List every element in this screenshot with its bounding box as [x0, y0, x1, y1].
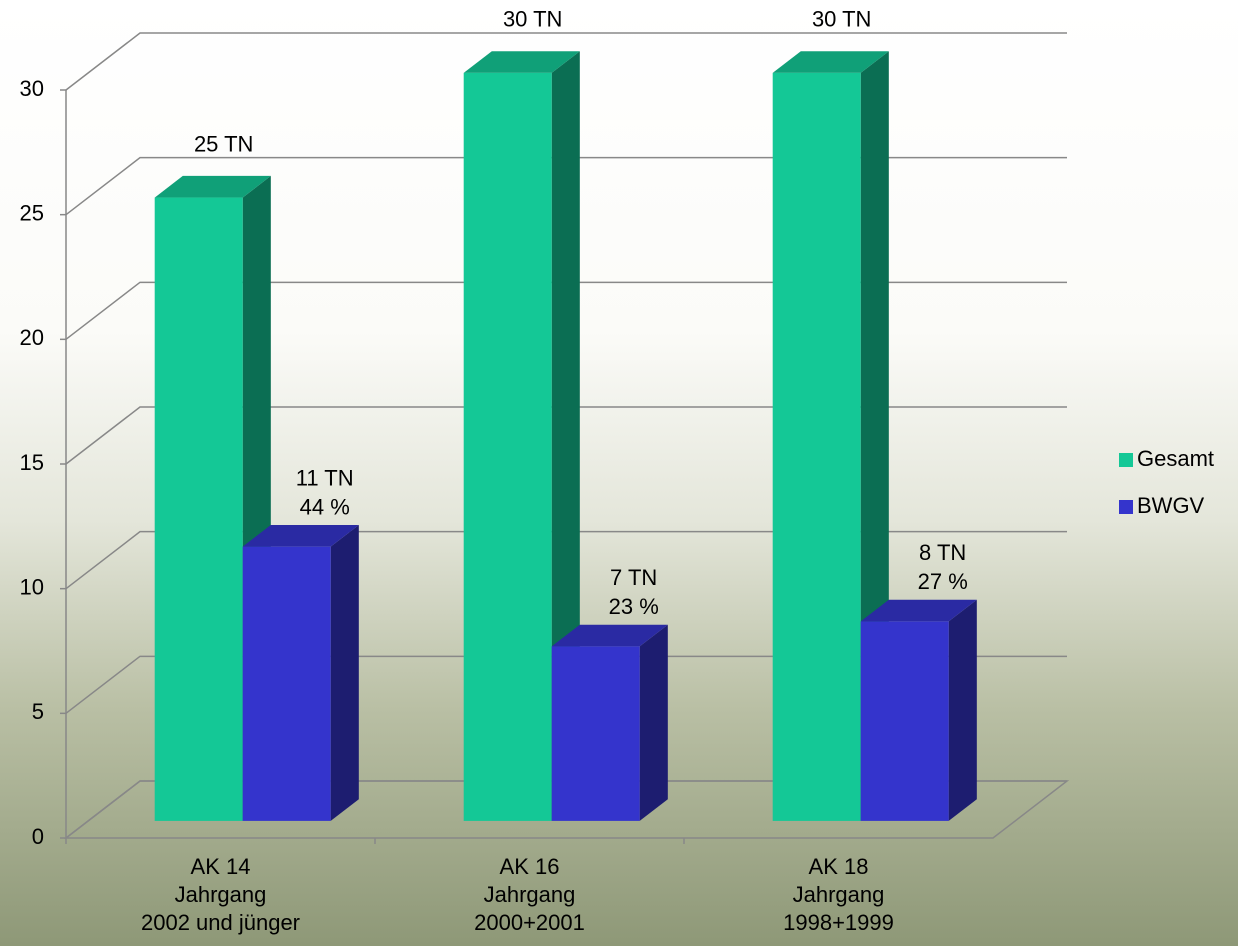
- grid-line: [65, 281, 1067, 340]
- x-tick-label: Jahrgang: [793, 882, 885, 907]
- x-tick-label: AK 18: [809, 854, 869, 879]
- grid-line: [65, 655, 1067, 714]
- bar-front: [772, 72, 861, 821]
- x-tick-label: AK 16: [500, 854, 560, 879]
- legend-swatch: [1119, 500, 1133, 514]
- legend-swatch: [1119, 453, 1133, 467]
- legend-label: Gesamt: [1137, 446, 1214, 471]
- value-label: 8 TN: [919, 540, 966, 565]
- value-label: 30 TN: [812, 7, 872, 32]
- y-tick-label: 0: [32, 824, 44, 849]
- bar-front: [463, 72, 552, 821]
- value-label: 7 TN: [610, 565, 657, 590]
- bar-front: [551, 646, 640, 821]
- percent-label: 44 %: [300, 494, 350, 519]
- y-tick-label: 15: [20, 450, 44, 475]
- legend-label: BWGV: [1137, 493, 1205, 518]
- bar-top: [860, 599, 977, 622]
- bar: [860, 599, 977, 821]
- bar-side: [948, 599, 977, 821]
- x-tick-label: AK 14: [191, 854, 251, 879]
- y-tick-label: 10: [20, 574, 44, 599]
- x-tick-label: 1998+1999: [783, 910, 894, 935]
- bar-side: [639, 624, 668, 821]
- percent-label: 27 %: [918, 569, 968, 594]
- y-tick-label: 20: [20, 325, 44, 350]
- bar: [463, 51, 580, 821]
- bar-front: [860, 621, 949, 821]
- bar-side: [330, 524, 359, 821]
- grid-line: [65, 780, 1067, 839]
- bar-top: [154, 175, 271, 198]
- bar-top: [463, 51, 580, 73]
- grid-line: [65, 32, 1067, 91]
- x-tick-label: 2000+2001: [474, 910, 585, 935]
- bar-front: [154, 197, 243, 821]
- bar: [242, 524, 359, 821]
- bar-top: [772, 51, 889, 73]
- percent-label: 23 %: [609, 594, 659, 619]
- y-tick-label: 5: [32, 699, 44, 724]
- bar-front: [242, 546, 331, 821]
- x-tick-label: Jahrgang: [175, 882, 267, 907]
- bar: [551, 624, 668, 821]
- value-label: 30 TN: [503, 7, 563, 32]
- x-tick-label: 2002 und jünger: [141, 910, 300, 935]
- grid-line: [65, 530, 1067, 590]
- value-label: 25 TN: [194, 131, 254, 156]
- value-label: 11 TN: [296, 465, 354, 490]
- y-tick-label: 25: [20, 200, 44, 225]
- bar-side: [551, 51, 580, 821]
- bar-top: [242, 524, 359, 547]
- grid-line: [65, 156, 1067, 216]
- x-tick-label: Jahrgang: [484, 882, 576, 907]
- bar-top: [551, 624, 668, 647]
- grid-line: [65, 406, 1067, 465]
- y-tick-label: 30: [20, 76, 44, 101]
